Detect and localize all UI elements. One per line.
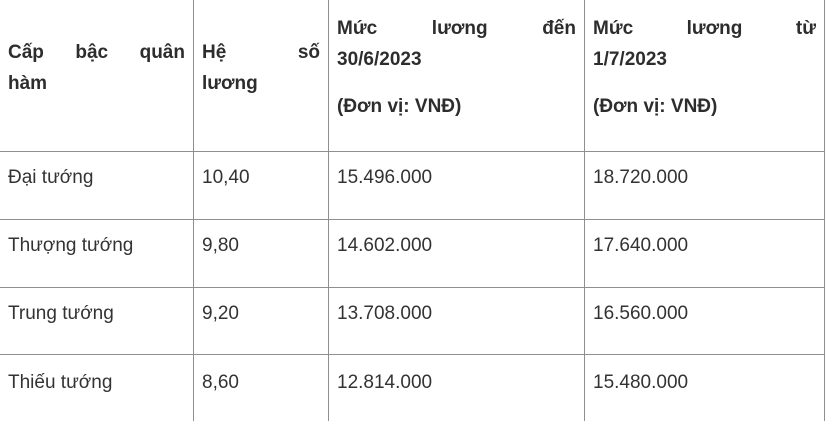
cell-salary-after: 15.480.000	[584, 354, 825, 421]
cell-rank: Thượng tướng	[0, 219, 194, 288]
header-row: Cấp bậc quân hàm Hệ số lương Mức lương đến 30…	[0, 0, 825, 152]
cell-salary-after: 18.720.000	[584, 151, 825, 220]
header-rank: Cấp bậc quân hàm	[0, 0, 194, 152]
cell-salary-after: 17.640.000	[584, 219, 825, 288]
header-rank-line1: Cấp bậc quân	[8, 41, 185, 63]
cell-rank: Thiếu tướng	[0, 354, 194, 421]
cell-coefficient: 8,60	[193, 354, 329, 421]
cell-rank: Trung tướng	[0, 287, 194, 355]
header-salary-before-unit: (Đơn vị: VNĐ)	[337, 96, 462, 117]
header-salary-before: Mức lương đến 30/6/2023 (Đơn vị: VNĐ)	[328, 0, 585, 152]
header-salary-after: Mức lương từ 1/7/2023 (Đơn vị: VNĐ)	[584, 0, 825, 152]
header-rank-line2: hàm	[8, 72, 48, 94]
header-coefficient: Hệ số lương	[193, 0, 329, 152]
cell-salary-before: 15.496.000	[328, 151, 585, 220]
header-salary-after-line2: 1/7/2023	[593, 49, 667, 70]
header-coefficient-line1: Hệ số	[202, 41, 320, 63]
table-row: Thiếu tướng 8,60 12.814.000 15.480.000	[0, 354, 825, 421]
header-salary-after-line1: Mức lương từ	[593, 18, 816, 39]
cell-salary-after: 16.560.000	[584, 287, 825, 355]
header-coefficient-line2: lương	[202, 72, 258, 94]
cell-coefficient: 9,20	[193, 287, 329, 355]
header-salary-after-unit: (Đơn vị: VNĐ)	[593, 96, 718, 117]
cell-coefficient: 9,80	[193, 219, 329, 288]
table-row: Trung tướng 9,20 13.708.000 16.560.000	[0, 287, 825, 355]
header-salary-before-line2: 30/6/2023	[337, 49, 422, 70]
cell-coefficient: 10,40	[193, 151, 329, 220]
cell-rank: Đại tướng	[0, 151, 194, 220]
table-row: Thượng tướng 9,80 14.602.000 17.640.000	[0, 219, 825, 288]
cell-salary-before: 13.708.000	[328, 287, 585, 355]
cell-salary-before: 14.602.000	[328, 219, 585, 288]
header-salary-before-line1: Mức lương đến	[337, 18, 576, 39]
cell-salary-before: 12.814.000	[328, 354, 585, 421]
table-row: Đại tướng 10,40 15.496.000 18.720.000	[0, 151, 825, 220]
